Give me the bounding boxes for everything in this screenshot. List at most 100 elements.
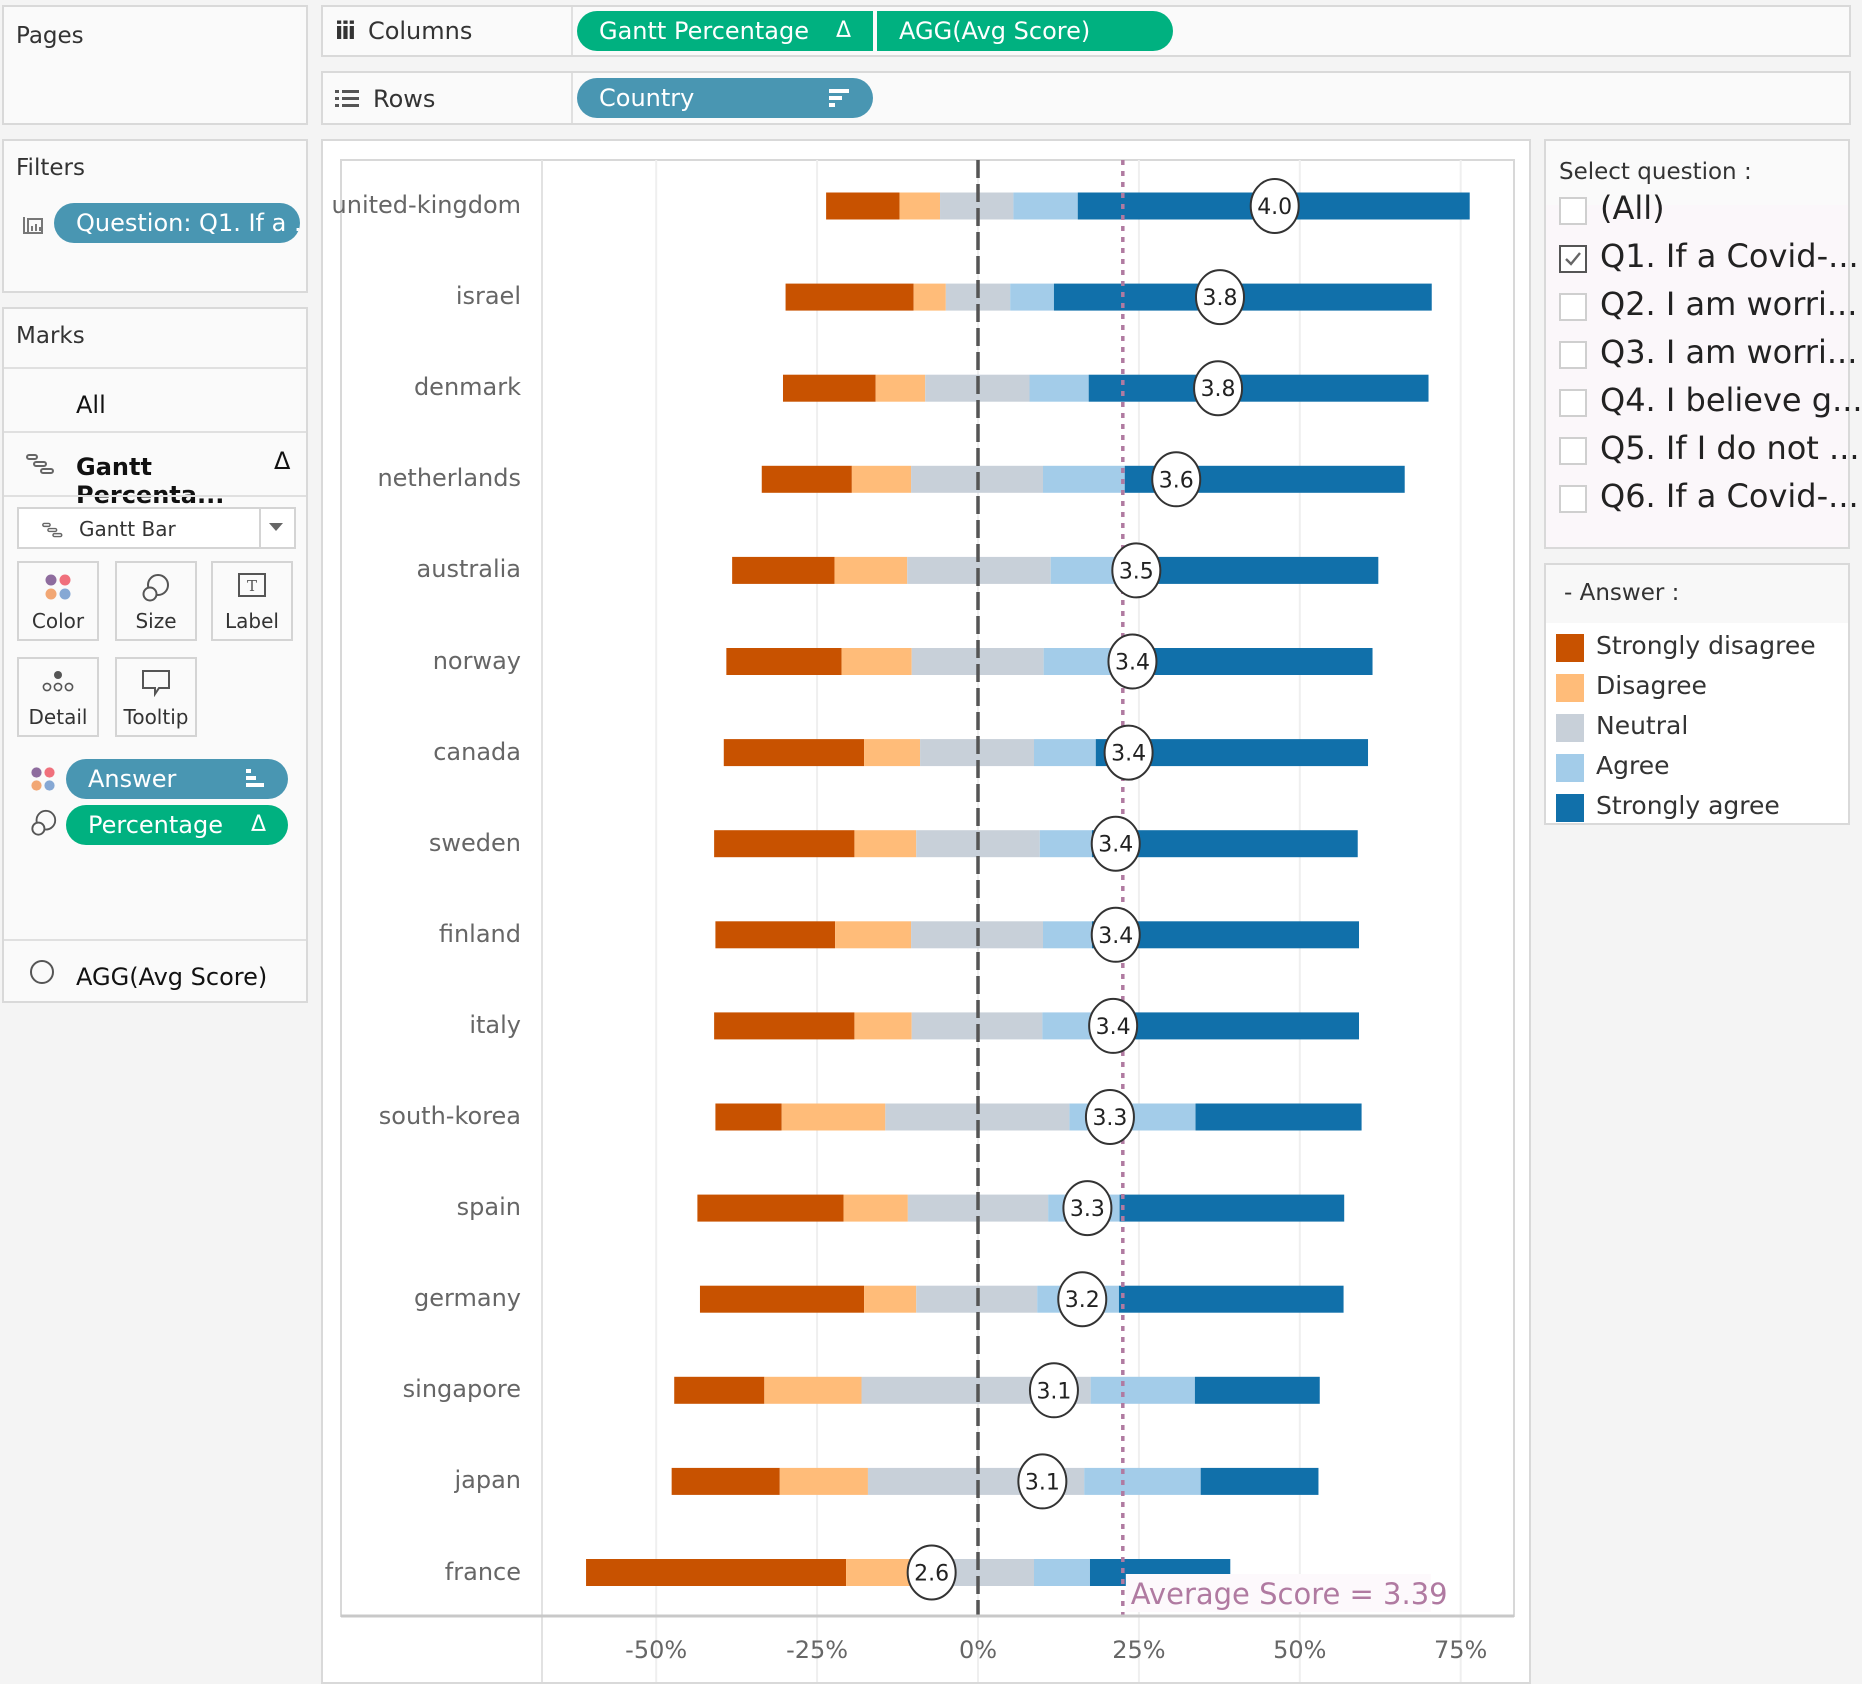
question-option[interactable]: Q2. I am worri... [1546, 285, 1857, 329]
country-label[interactable]: sweden [428, 828, 521, 857]
avg-score-label: 3.1 [1025, 1470, 1060, 1495]
legend-item[interactable]: Neutral [1546, 711, 1846, 747]
marks-divider [4, 495, 306, 497]
mark-type-dropdown[interactable]: Gantt Bar [17, 507, 296, 549]
bar-segment-strongly-disagree [726, 648, 842, 675]
question-checkbox[interactable] [1559, 293, 1587, 321]
country-label[interactable]: spain [456, 1193, 521, 1222]
country-label[interactable]: canada [433, 737, 521, 766]
question-checkbox[interactable] [1559, 389, 1587, 417]
detail-button[interactable]: Detail [17, 657, 99, 737]
question-checkbox[interactable] [1559, 197, 1587, 225]
average-score-label: Average Score = 3.39 [1131, 1577, 1448, 1611]
country-label[interactable]: israel [455, 282, 521, 311]
bar-segment-strongly-disagree [723, 739, 865, 767]
label-button[interactable]: T Label [211, 561, 293, 641]
columns-shelf-label: ⅲ Columns [335, 17, 472, 45]
marks-card-gantt-percentage[interactable]: Gantt Percenta... [76, 453, 225, 509]
columns-shelf[interactable]: ⅲ Columns Gantt Percentage Δ AGG(Avg Sco… [321, 5, 1851, 57]
country-label[interactable]: norway [432, 646, 521, 675]
marks-panel: Marks All Gantt Percenta... Δ Gantt Bar … [2, 307, 308, 1003]
tooltip-button-label: Tooltip [123, 705, 189, 729]
label-button-label: Label [225, 609, 279, 633]
question-checkbox[interactable] [1559, 245, 1587, 273]
x-tick-label: 75% [1434, 1636, 1488, 1664]
shelf-divider [571, 73, 573, 123]
avg-score-label: 3.4 [1098, 833, 1133, 858]
question-checkbox[interactable] [1559, 437, 1587, 465]
country-label[interactable]: france [444, 1557, 521, 1586]
country-label[interactable]: denmark [413, 373, 521, 402]
bar-segment-strongly-agree [1088, 374, 1429, 402]
columns-label-text: Columns [367, 17, 473, 45]
bar-segment-strongly-disagree [785, 283, 914, 311]
filter-pill-question[interactable]: Question: Q1. If a .. [54, 203, 300, 243]
country-label[interactable]: netherlands [377, 464, 521, 493]
legend-item[interactable]: Strongly agree [1546, 791, 1846, 827]
detail-button-label: Detail [28, 705, 88, 729]
diverging-gantt-chart[interactable]: Average Score = 3.39 4.0 3.8 3.8 3.6 3.5 3.4 3.… [323, 141, 1529, 1682]
detail-icon [42, 671, 74, 692]
bar-segment-disagree [779, 1467, 868, 1495]
country-label[interactable]: singapore [402, 1375, 521, 1404]
avg-score-circle [1084, 1089, 1135, 1145]
question-option[interactable]: Q4. I believe g... [1546, 381, 1862, 425]
marks-pill-answer[interactable]: Answer [66, 759, 288, 799]
pill-gantt-percentage[interactable]: Gantt Percentage Δ [577, 11, 873, 51]
bar-segment-strongly-disagree [782, 374, 876, 402]
country-label[interactable]: japan [454, 1466, 521, 1495]
legend-header: - Answer : [1546, 565, 1848, 623]
avg-score-circle [1057, 1271, 1108, 1328]
rows-shelf[interactable]: Rows Country [321, 71, 1851, 125]
question-checkbox[interactable] [1559, 485, 1587, 513]
marks-pill-percentage[interactable]: Percentage Δ [66, 805, 288, 845]
question-option[interactable]: Q6. If a Covid-... [1546, 477, 1859, 521]
question-checkbox[interactable] [1559, 341, 1587, 369]
question-option[interactable]: (All) [1546, 189, 1846, 233]
rows-label-text: Rows [373, 85, 436, 113]
country-label[interactable]: south-korea [378, 1102, 521, 1130]
tooltip-button[interactable]: Tooltip [115, 657, 197, 737]
avg-score-label: 3.1 [1036, 1379, 1071, 1404]
pages-title: Pages [16, 23, 84, 49]
avg-score-label: 3.6 [1159, 468, 1194, 493]
question-option[interactable]: Q3. I am worri... [1546, 333, 1857, 377]
color-button-label: Color [31, 609, 85, 633]
marks-card-agg-avg-score[interactable]: AGG(Avg Score) [76, 963, 268, 991]
pill-label: Answer [88, 765, 177, 793]
gantt-mark-icon [42, 522, 63, 538]
circle-mark-icon [30, 960, 54, 984]
pill-country[interactable]: Country [577, 78, 873, 118]
country-label[interactable]: finland [438, 919, 521, 948]
bar-segment-strongly-disagree [826, 192, 900, 220]
bar-segment-agree [1042, 1012, 1092, 1040]
legend-item[interactable]: Disagree [1546, 671, 1846, 707]
color-icon [31, 767, 55, 791]
pill-agg-avg-score[interactable]: AGG(Avg Score) [877, 11, 1173, 51]
bar-segment-agree [1043, 648, 1113, 675]
avg-score-label: 2.6 [914, 1562, 949, 1587]
legend-label: Agree [1596, 751, 1670, 780]
country-label[interactable]: united-kingdom [331, 191, 521, 219]
country-label[interactable]: germany [414, 1284, 521, 1313]
country-label[interactable]: australia [416, 555, 521, 584]
question-option[interactable]: Q5. If I do not ... [1546, 429, 1860, 473]
color-button[interactable]: Color [17, 561, 99, 641]
bar-segment-agree [1013, 192, 1078, 220]
question-option[interactable]: Q1. If a Covid-... [1546, 237, 1859, 281]
bar-segment-disagree [864, 739, 921, 767]
size-button-label: Size [135, 609, 177, 633]
legend-item[interactable]: Strongly disagree [1546, 631, 1846, 667]
bar-segment-disagree [854, 1012, 912, 1040]
avg-score-label: 3.4 [1111, 742, 1146, 767]
bar-segment-disagree [899, 192, 941, 220]
plot-frame [340, 159, 1515, 1617]
avg-score-label: 4.0 [1257, 195, 1292, 220]
size-button[interactable]: Size [115, 561, 197, 641]
legend-item[interactable]: Agree [1546, 751, 1846, 787]
avg-score-label: 3.4 [1096, 1015, 1131, 1040]
marks-card-all[interactable]: All [76, 391, 106, 419]
bar-segment-agree [1033, 1559, 1090, 1586]
rows-icon [335, 90, 359, 107]
country-label[interactable]: italy [469, 1010, 521, 1039]
